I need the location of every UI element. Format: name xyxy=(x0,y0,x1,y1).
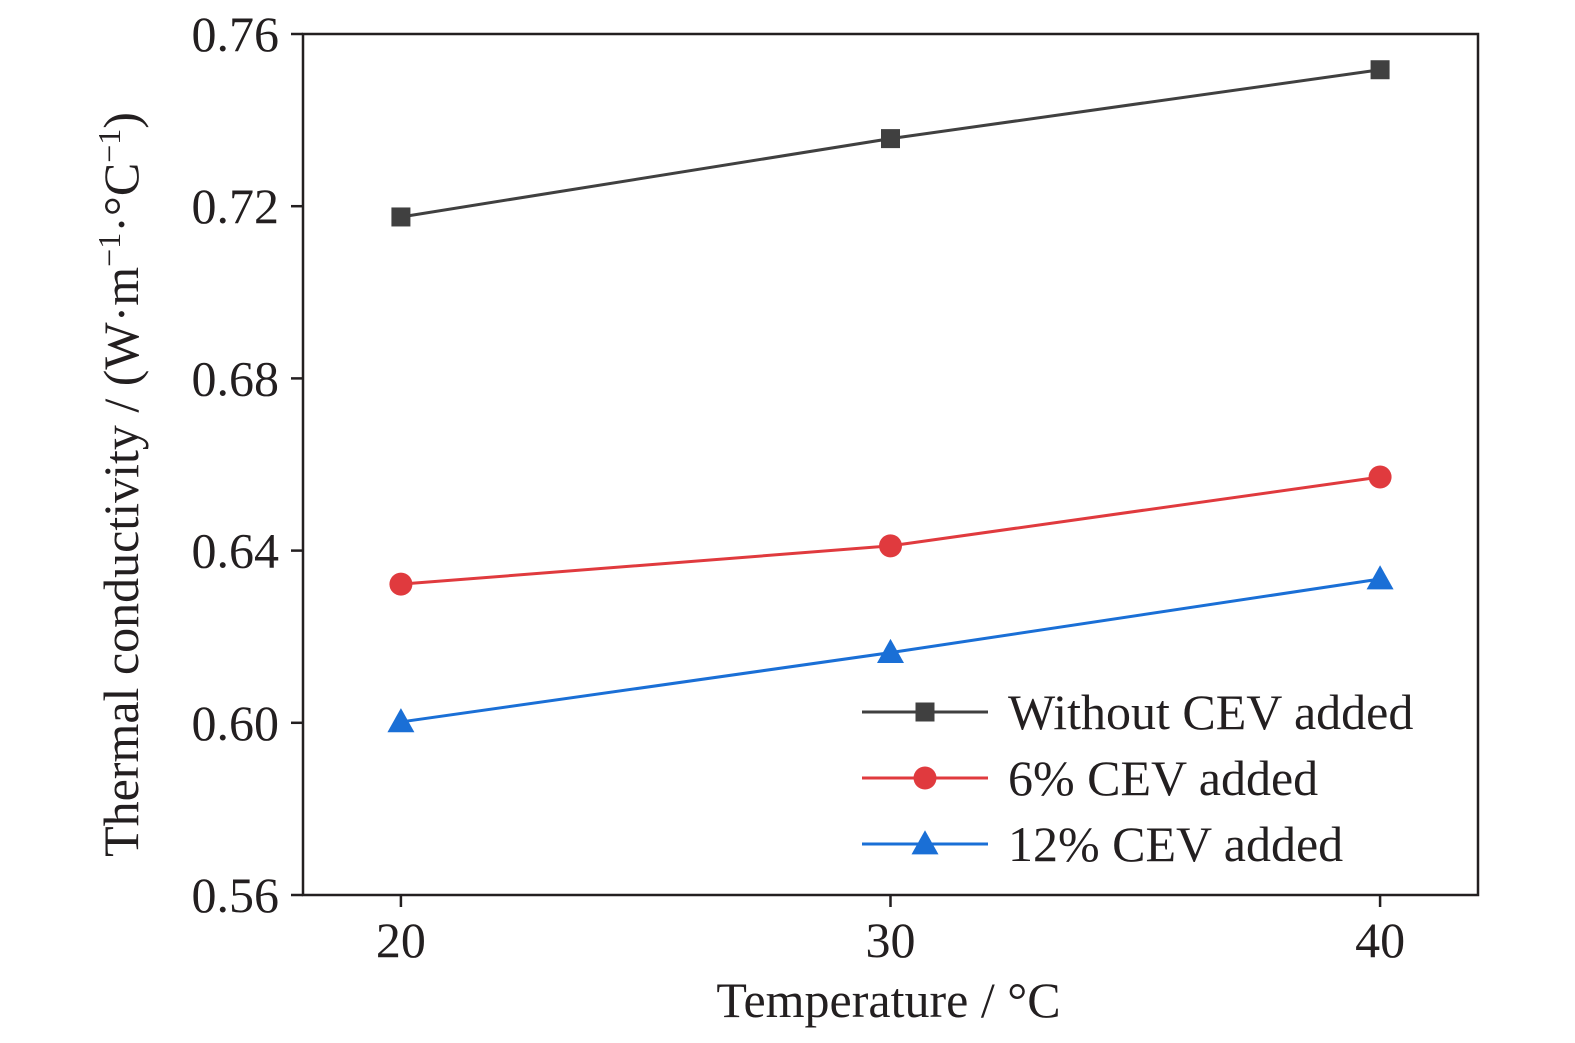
legend-item: 6% CEV added xyxy=(862,750,1318,806)
legend-item: Without CEV added xyxy=(862,684,1413,740)
x-axis-title: Temperature / °C xyxy=(716,972,1060,1028)
series-3-point xyxy=(1366,565,1394,590)
series-1-point xyxy=(1370,60,1390,80)
legend-label: Without CEV added xyxy=(1008,684,1413,740)
x-tick-label: 40 xyxy=(1355,912,1405,968)
y-tick-label: 0.68 xyxy=(192,350,280,406)
legend: Without CEV added 6% CEV added 12% CEV add… xyxy=(862,684,1413,872)
series-2 xyxy=(389,465,1392,596)
legend-label: 12% CEV added xyxy=(1008,816,1343,872)
series-2-line xyxy=(400,475,1381,586)
series-1-point xyxy=(391,207,411,227)
y-tick-label: 0.56 xyxy=(192,867,280,923)
legend-label: 6% CEV added xyxy=(1008,750,1318,806)
x-tick-label: 30 xyxy=(866,912,916,968)
y-tick-label: 0.76 xyxy=(192,6,280,62)
legend-item: 12% CEV added xyxy=(862,816,1343,872)
series-1 xyxy=(391,60,1390,227)
legend-marker xyxy=(911,830,939,855)
y-tick-label: 0.64 xyxy=(192,523,280,579)
axis-ticks: 20 30 40 0.56 0.60 0.64 0.68 0.72 0.76 xyxy=(192,6,1406,968)
series-1-point xyxy=(881,129,900,149)
series-2-point xyxy=(389,572,413,596)
legend-marker xyxy=(915,702,935,722)
y-axis-title: Thermal conductivity / (W·m−1·°C−1) xyxy=(91,112,149,857)
series-3 xyxy=(387,565,1394,733)
series-2-point xyxy=(1368,465,1392,489)
series-2-point xyxy=(879,534,902,558)
series-group xyxy=(387,60,1394,733)
y-tick-label: 0.60 xyxy=(192,695,280,751)
series-3-point xyxy=(387,708,415,733)
y-tick-label: 0.72 xyxy=(192,178,280,234)
legend-marker xyxy=(913,766,937,790)
x-tick-label: 20 xyxy=(376,912,426,968)
series-3-point xyxy=(877,638,904,663)
